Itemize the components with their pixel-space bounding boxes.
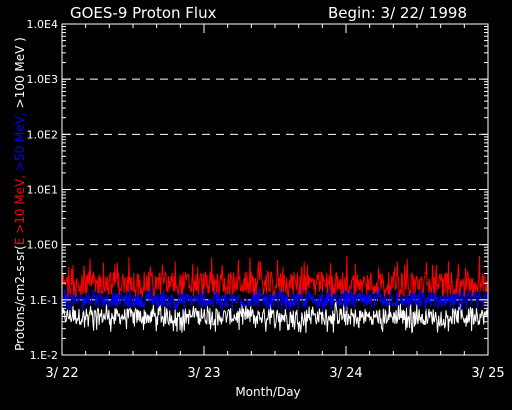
y-tick-label: 1.0E4: [27, 18, 58, 31]
x-axis-label: Month/Day: [235, 385, 300, 399]
x-tick-label: 3/ 23: [187, 366, 220, 381]
series-line: [61, 300, 489, 334]
y-tick-label: 1.0E2: [27, 128, 58, 141]
y-axis-label-part: >100 MeV ): [13, 37, 27, 112]
y-tick-label: 1.0E0: [27, 239, 58, 252]
y-tick-label: 1.E-1: [30, 294, 58, 307]
y-tick-label: 1.0E1: [27, 184, 58, 197]
x-tick-label: 3/ 24: [329, 366, 362, 381]
x-tick-label: 3/ 25: [471, 366, 504, 381]
series-line: [61, 255, 489, 298]
y-tick-label: 1.E-2: [30, 349, 58, 362]
x-tick-label: 3/ 22: [45, 366, 78, 381]
y-axis-label: Protons/cm2-s-sr(E >10 MeV, >50 MeV, >10…: [13, 37, 27, 351]
y-axis-label-part: E >10 MeV,: [13, 175, 27, 245]
y-tick-label: 1.0E3: [27, 73, 58, 86]
y-axis-label-part: Protons/cm2-s-sr(: [13, 245, 27, 351]
axes: 1.E-2 1.E-1 1.0E0 1.0E1 1.0E2 1.0E3 1.0E4 3/ 22…: [27, 18, 505, 381]
chart-title: GOES-9 Proton Flux: [70, 4, 217, 22]
chart-subtitle: Begin: 3/ 22/ 1998: [328, 4, 467, 22]
series-line: [61, 285, 489, 313]
y-axis-label-part: >50 MeV,: [13, 112, 27, 175]
series-group: [61, 255, 489, 334]
